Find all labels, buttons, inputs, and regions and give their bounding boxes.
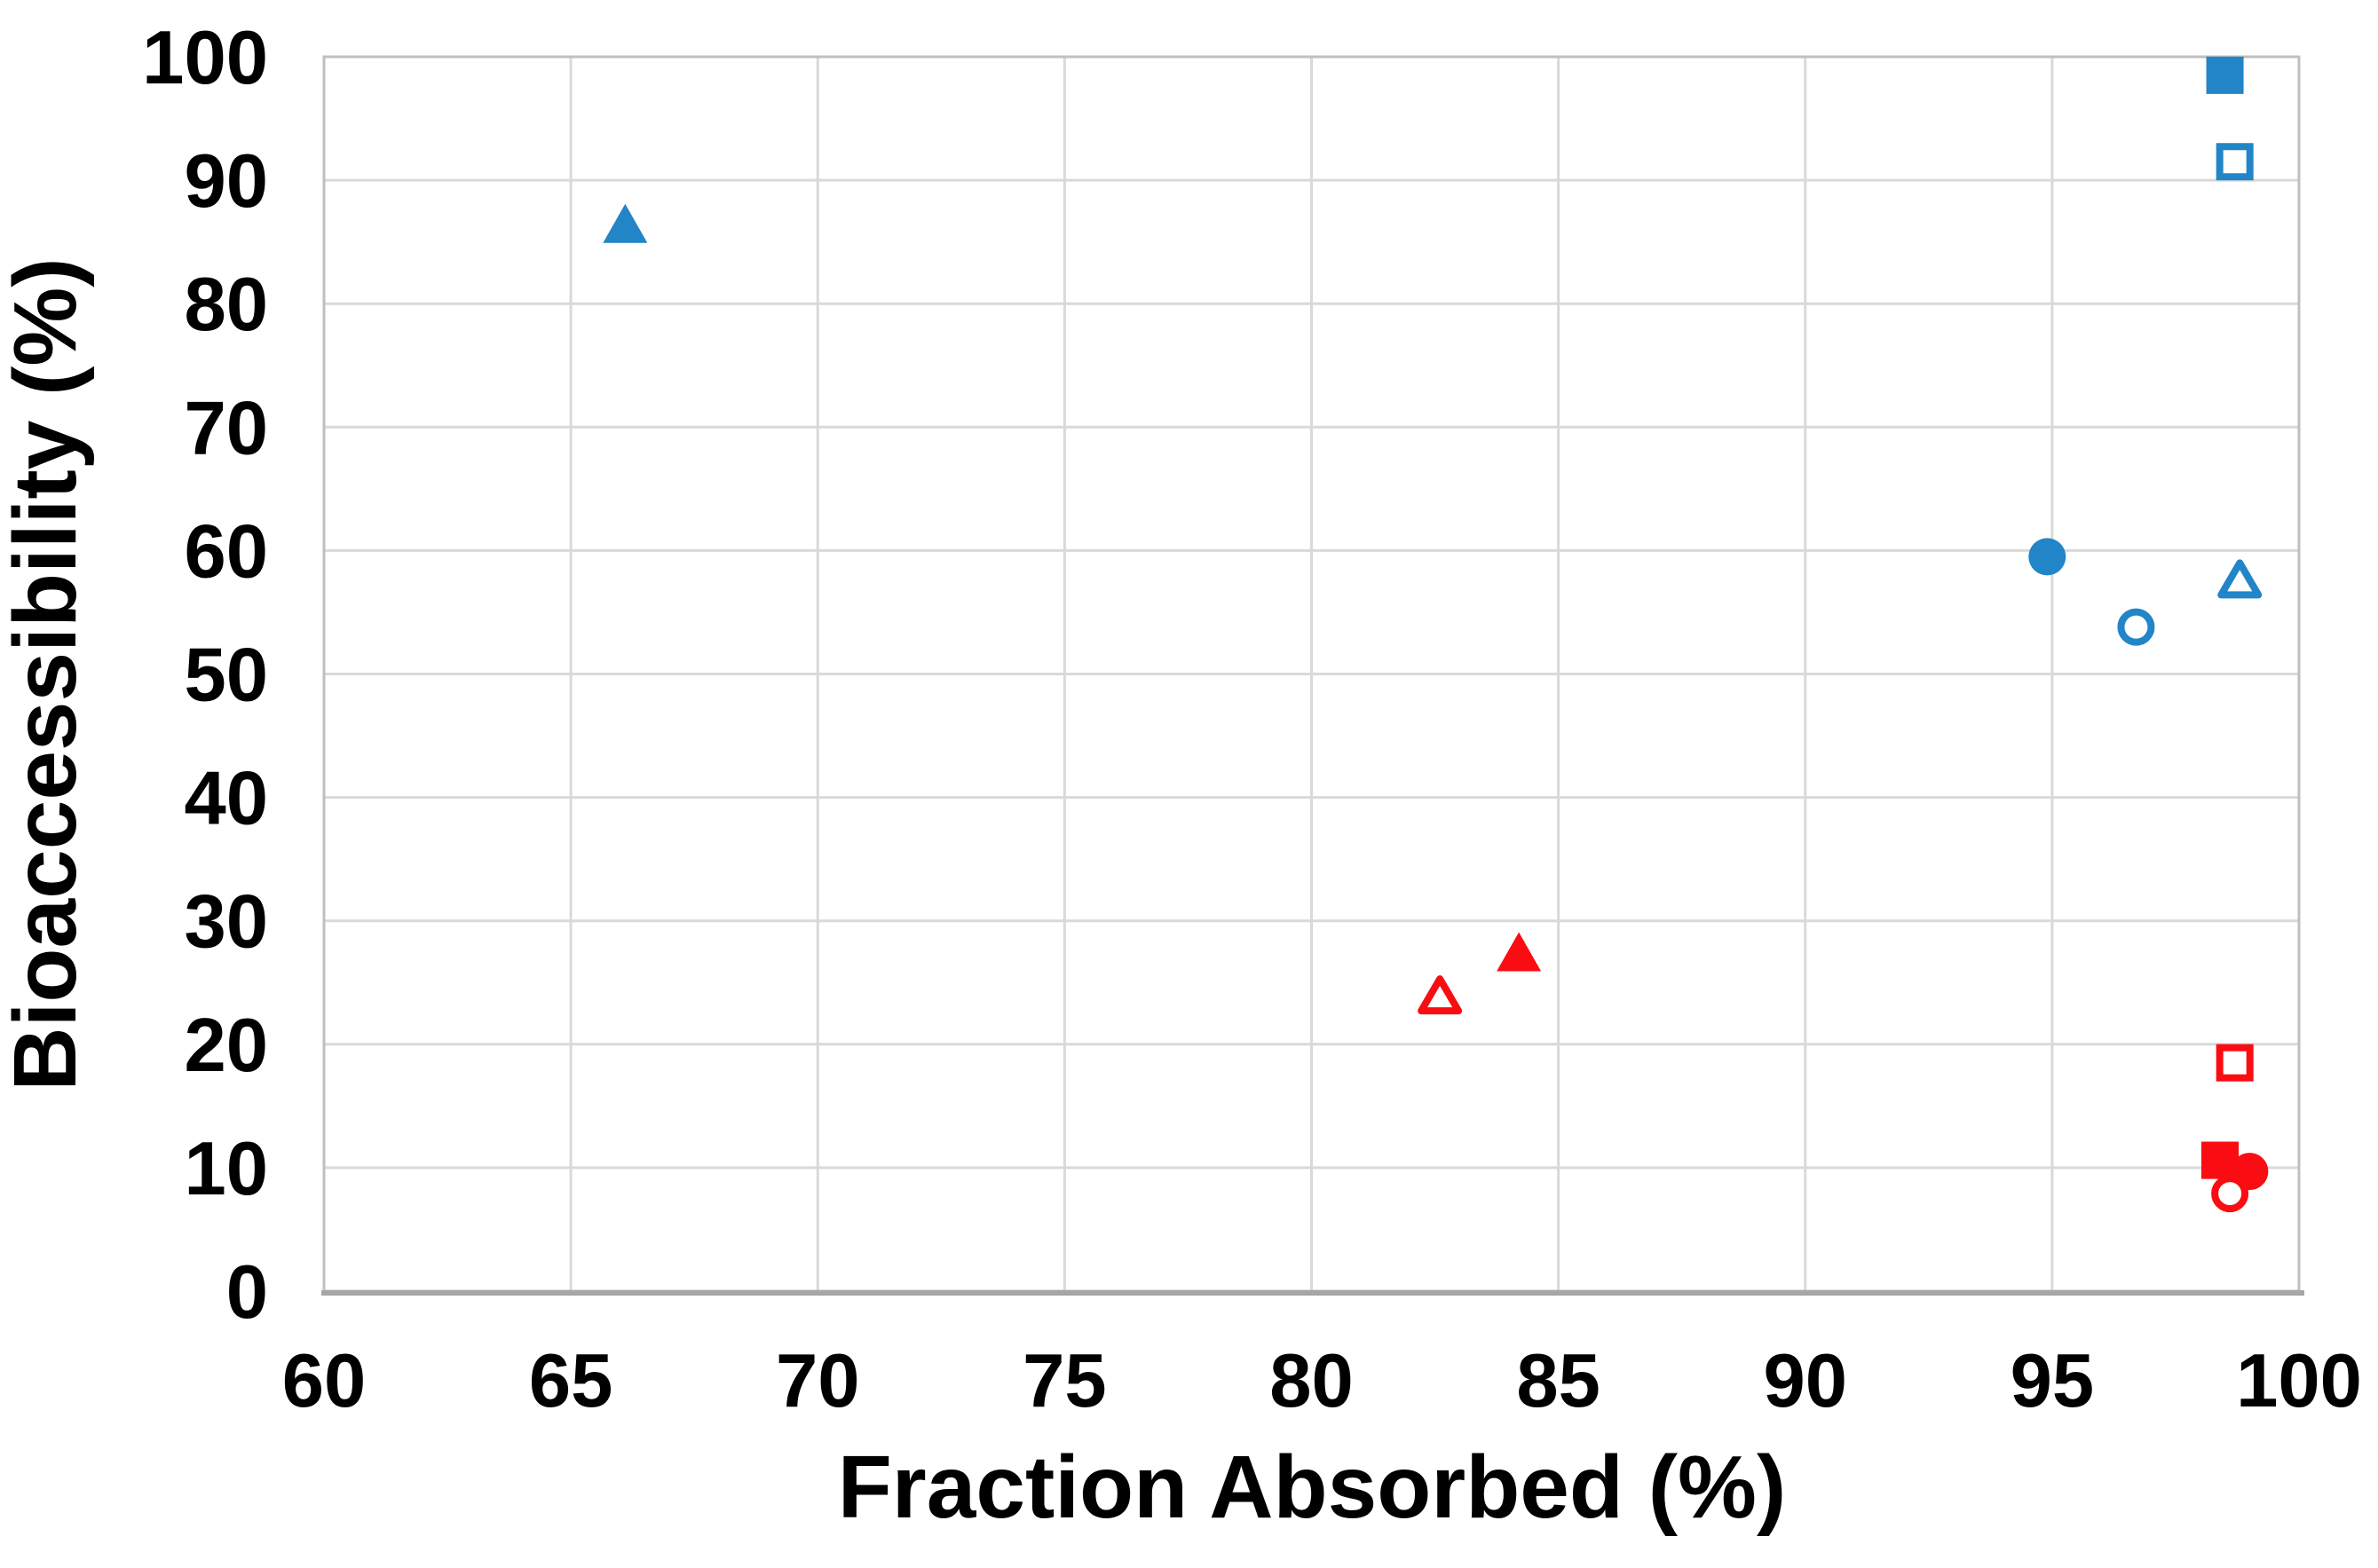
x-tick-label: 85	[1516, 1339, 1600, 1423]
y-tick-label: 50	[184, 634, 268, 718]
red-open-triangle-marker	[1418, 975, 1463, 1015]
y-tick-label: 100	[142, 16, 268, 100]
x-tick-label: 100	[2236, 1339, 2362, 1423]
red-open-square-marker	[2216, 1044, 2254, 1082]
x-axis-title: Fraction Absorbed (%)	[838, 1438, 1787, 1537]
red-filled-triangle-marker	[1497, 932, 1542, 972]
red-open-circle-marker	[2211, 1175, 2249, 1213]
blue-filled-triangle-marker	[603, 203, 648, 243]
y-tick-label: 60	[184, 509, 268, 594]
x-tick-label: 70	[776, 1339, 860, 1423]
x-tick-label: 90	[1763, 1339, 1847, 1423]
x-tick-label: 80	[1269, 1339, 1354, 1423]
blue-open-triangle-marker	[2217, 559, 2263, 599]
x-tick-label: 60	[282, 1339, 367, 1423]
blue-open-square-marker	[2216, 143, 2254, 181]
y-axis-title: Bioaccessibility (%)	[0, 257, 95, 1091]
y-tick-label: 0	[226, 1250, 268, 1335]
x-tick-label: 75	[1023, 1339, 1107, 1423]
y-tick-label: 10	[184, 1127, 268, 1211]
y-tick-label: 70	[184, 386, 268, 470]
y-tick-label: 30	[184, 880, 268, 965]
blue-open-circle-marker	[2117, 608, 2155, 646]
y-tick-label: 80	[184, 263, 268, 347]
x-tick-label: 65	[529, 1339, 613, 1423]
data-markers	[603, 56, 2269, 1213]
blue-filled-circle-marker	[2028, 538, 2066, 576]
y-tick-label: 90	[184, 139, 268, 224]
blue-filled-square-marker	[2206, 56, 2244, 94]
plot-border	[321, 55, 2304, 1296]
x-tick-label: 95	[2011, 1339, 2095, 1423]
tick-labels: 60 65 70 75 80 85 90 95 100 0 10 20 30 40 50 60 70 80 90 10…	[142, 16, 2362, 1423]
gridlines	[322, 55, 2301, 1293]
y-tick-label: 20	[184, 1004, 268, 1088]
y-tick-label: 40	[184, 757, 268, 841]
